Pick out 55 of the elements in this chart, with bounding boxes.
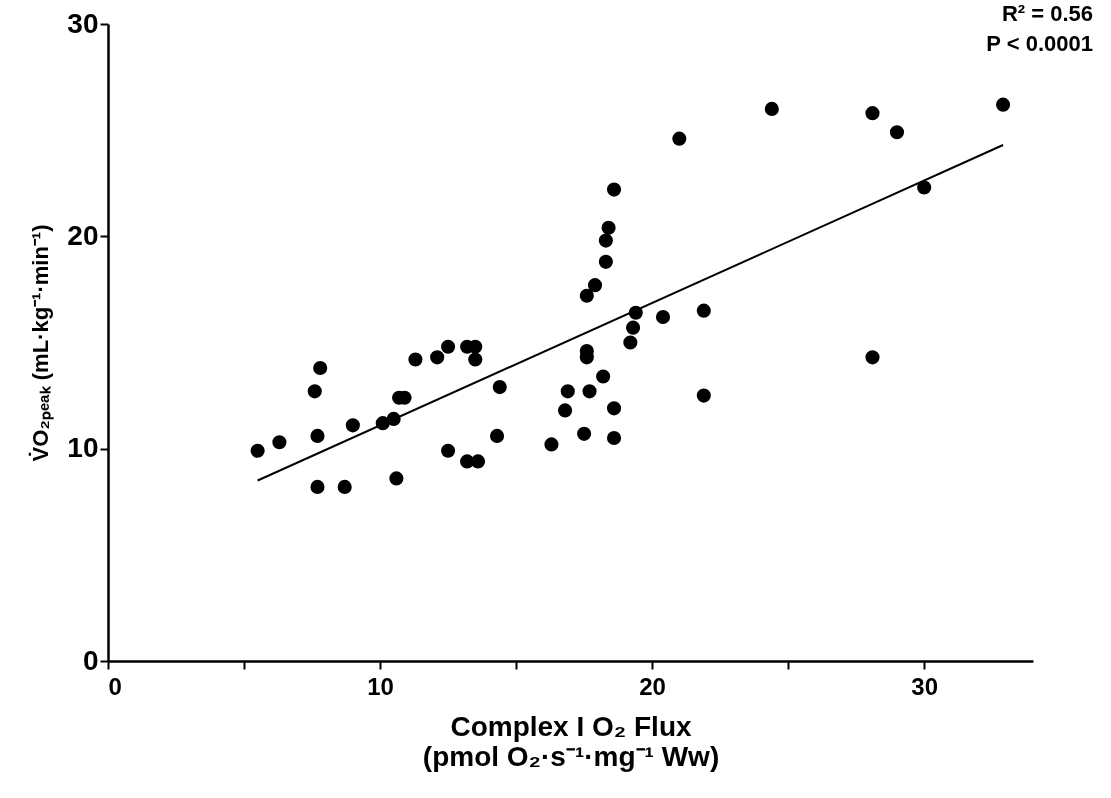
point	[337, 479, 352, 494]
point	[764, 101, 779, 116]
point	[544, 437, 559, 452]
y-tick-label: 30	[67, 7, 99, 39]
point	[623, 335, 638, 350]
point	[655, 309, 671, 325]
point	[672, 131, 687, 146]
point	[307, 384, 322, 399]
point	[430, 350, 445, 365]
point	[441, 339, 456, 354]
point	[626, 320, 641, 335]
point	[865, 106, 880, 121]
point	[606, 182, 622, 197]
point	[606, 430, 622, 446]
point	[557, 403, 573, 418]
point	[470, 454, 486, 469]
point	[489, 428, 505, 443]
point	[345, 418, 360, 433]
point	[441, 443, 456, 458]
y-axis-title: V̇O₂ₚₑₐₖ (mL·kg⁻¹·min⁻¹)	[28, 224, 55, 462]
annotation: P < 0.0001	[986, 31, 1093, 56]
point	[598, 254, 613, 269]
point	[917, 180, 932, 195]
y-tick-label: 10	[67, 432, 99, 464]
point	[582, 384, 597, 399]
point	[389, 471, 404, 486]
point	[579, 288, 594, 303]
x-tick-label: 20	[639, 672, 666, 700]
point	[468, 352, 483, 367]
point	[996, 97, 1011, 112]
point	[310, 428, 325, 443]
y-tick-label: 0	[82, 644, 99, 676]
point	[598, 233, 613, 248]
point	[696, 303, 711, 318]
point	[587, 278, 603, 293]
point	[865, 350, 880, 365]
x-tick-label: 30	[911, 672, 939, 700]
point	[601, 220, 616, 235]
x-axis-title: Complex I O₂ Flux (pmol O₂·s⁻¹·mg⁻¹ Ww)	[422, 710, 720, 772]
point	[310, 479, 325, 494]
x-tick-label: 10	[367, 672, 394, 700]
point	[250, 443, 265, 458]
point	[313, 360, 328, 376]
point	[577, 426, 592, 441]
annotation: R² = 0.56	[1001, 1, 1093, 26]
y-tick-label: 20	[67, 219, 99, 251]
point	[408, 352, 423, 367]
point	[492, 380, 507, 395]
point	[889, 125, 905, 140]
point	[560, 384, 575, 399]
point	[696, 388, 711, 403]
x-tick-label: 0	[108, 672, 122, 700]
point	[606, 401, 622, 416]
point	[596, 369, 611, 384]
point	[272, 435, 287, 450]
